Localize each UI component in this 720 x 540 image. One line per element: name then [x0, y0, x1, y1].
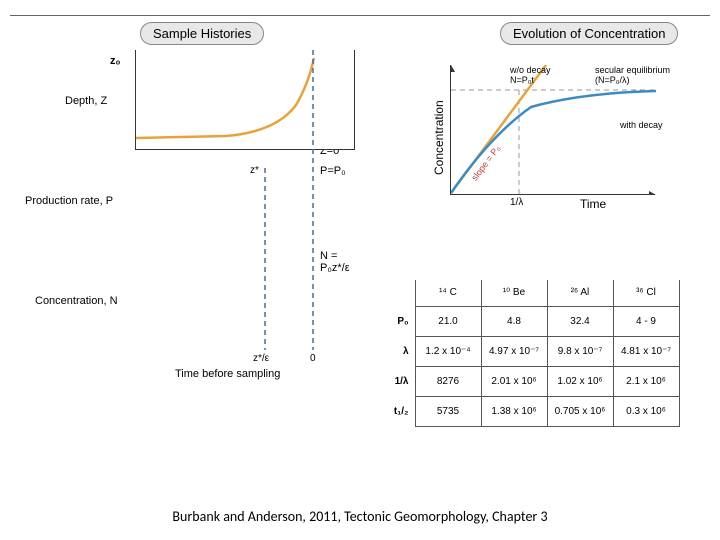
col-36cl: ³⁶ Cl: [613, 280, 679, 306]
table-row: t₁/₂ 5735 1.38 x 10⁶ 0.705 x 10⁶ 0.3 x 1…: [375, 396, 679, 426]
secular-label: secular equilibrium (N=P₀/λ): [595, 65, 670, 85]
isotope-table: ¹⁴ C ¹⁰ Be ²⁶ Al ³⁶ Cl P₀ 21.0 4.8 32.4 …: [375, 280, 680, 427]
row-label-lambda: λ: [375, 336, 415, 366]
conc-axis-label: Concentration, N: [35, 295, 118, 307]
lambda-tick: 1/λ: [510, 197, 523, 208]
row-label-thalf: t₁/₂: [375, 396, 415, 426]
prod-axis-label: Production rate, P: [25, 195, 113, 207]
table-row: 1/λ 8276 2.01 x 10⁶ 1.02 x 10⁶ 2.1 x 10⁶: [375, 366, 679, 396]
title-left: Sample Histories: [140, 22, 264, 45]
conc-panel: [135, 50, 355, 150]
right-plot: Concentration w/o decay N=P₀t secular eq…: [420, 45, 690, 215]
p-eq: P=P₀: [320, 165, 346, 177]
time-xlabel: Time: [580, 197, 606, 211]
top-rule: [10, 15, 710, 16]
title-right: Evolution of Concentration: [500, 22, 678, 45]
row-label-p0: P₀: [375, 306, 415, 336]
col-10be: ¹⁰ Be: [481, 280, 547, 306]
zstar-label: z*: [250, 165, 259, 176]
withdecay-curve: [451, 91, 656, 193]
table-row: P₀ 21.0 4.8 32.4 4 - 9: [375, 306, 679, 336]
caption: Burbank and Anderson, 2011, Tectonic Geo…: [0, 508, 720, 525]
conc-curve: [136, 58, 314, 138]
withdecay-label: with decay: [620, 120, 663, 130]
col-26al: ²⁶ Al: [547, 280, 613, 306]
col-14c: ¹⁴ C: [415, 280, 481, 306]
left-plots: z₀ Z(t)=z₀-εt time of sampling Depth, Z …: [25, 50, 365, 380]
x-label-left: Time before sampling: [175, 368, 280, 380]
depth-axis-label: Depth, Z: [65, 95, 107, 107]
z0-label: z₀: [110, 55, 120, 67]
n-eq: N = P₀z*/ε: [320, 250, 365, 274]
nodecay-label: w/o decay N=P₀t: [510, 65, 551, 85]
table-row: λ 1.2 x 10⁻⁴ 4.97 x 10⁻⁷ 9.8 x 10⁻⁷ 4.81…: [375, 336, 679, 366]
xtick-zero: 0: [310, 353, 316, 364]
table-header-row: ¹⁴ C ¹⁰ Be ²⁶ Al ³⁶ Cl: [375, 280, 679, 306]
row-label-invlambda: 1/λ: [375, 366, 415, 396]
xtick-zstar: z*/ε: [253, 353, 269, 364]
conc-ylabel: Concentration: [432, 100, 446, 175]
